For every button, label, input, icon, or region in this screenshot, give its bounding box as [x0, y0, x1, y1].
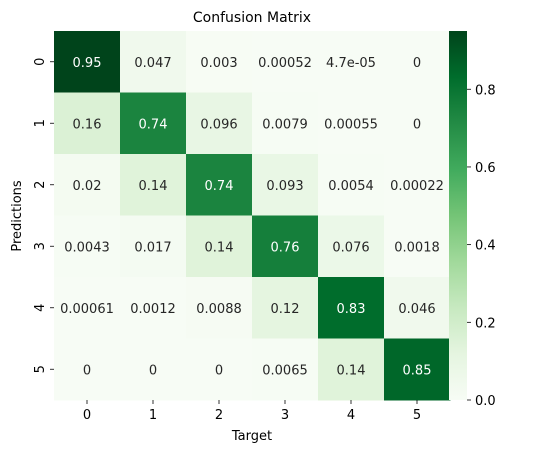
heatmap-cell — [384, 31, 451, 93]
heatmap-cell — [186, 31, 253, 93]
heatmap-cell — [186, 277, 253, 339]
colorbar-tick-label: 0.8 — [475, 83, 496, 98]
cell-value-label: 0.003 — [200, 56, 237, 71]
y-tick-label: 3 — [33, 242, 48, 250]
heatmap-cell — [318, 277, 385, 339]
cell-value-label: 0.0043 — [64, 240, 110, 255]
x-tick-label: 0 — [83, 408, 91, 423]
colorbar-gradient — [449, 31, 467, 400]
heatmap-cell — [186, 154, 253, 216]
heatmap-cell — [186, 338, 253, 401]
heatmap-cell — [252, 338, 319, 401]
heatmap-cell — [186, 92, 253, 155]
x-tick-label: 5 — [413, 408, 421, 423]
cell-value-label: 0.85 — [403, 363, 432, 378]
cell-value-label: 0.14 — [139, 179, 168, 194]
x-axis-ticks: 0 1 2 3 4 5 — [83, 400, 421, 423]
cell-value-label: 0.14 — [337, 363, 366, 378]
cell-value-label: 0.0079 — [262, 117, 308, 132]
cell-value-label: 0.12 — [271, 302, 300, 317]
x-tick-label: 4 — [347, 408, 355, 423]
cell-value-label: 0.02 — [73, 179, 102, 194]
heatmap-cell — [252, 92, 319, 155]
cell-value-label: 0.047 — [134, 56, 171, 71]
cell-value-label: 0.00052 — [258, 56, 312, 71]
colorbar-tick-label: 0.2 — [475, 316, 496, 331]
y-tick-label: 2 — [33, 181, 48, 189]
chart-title: Confusion Matrix — [193, 10, 311, 26]
cell-value-label: 0.14 — [205, 240, 234, 255]
heatmap-cell — [318, 92, 385, 155]
heatmap-cell — [120, 154, 187, 216]
y-tick-label: 4 — [33, 304, 48, 312]
cell-value-label: 0.74 — [205, 179, 234, 194]
heatmap-cell — [54, 31, 121, 93]
heatmap-cell — [120, 215, 187, 278]
heatmap-cell — [54, 338, 121, 401]
cell-value-label: 0.00022 — [390, 179, 444, 194]
heatmap-cell — [252, 215, 319, 278]
heatmap-cell — [120, 92, 187, 155]
heatmap-cell — [186, 215, 253, 278]
y-tick-label: 1 — [33, 119, 48, 127]
heatmap-cell — [54, 154, 121, 216]
heatmap-cell — [252, 154, 319, 216]
cell-value-label: 0.00055 — [324, 117, 378, 132]
heatmap-cell — [54, 92, 121, 155]
y-axis-ticks: 0 1 2 3 4 5 — [33, 58, 54, 373]
cell-value-label: 0.0065 — [262, 363, 308, 378]
heatmap-cell — [318, 215, 385, 278]
cell-value-label: 0.0088 — [196, 302, 242, 317]
x-axis-label: Target — [231, 429, 272, 444]
heatmap-cell — [318, 154, 385, 216]
colorbar-tick-label: 0.0 — [475, 394, 496, 409]
colorbar: 0.0 0.2 0.4 0.6 0.8 — [449, 31, 496, 409]
x-tick-label: 3 — [281, 408, 289, 423]
x-tick-label: 1 — [149, 408, 157, 423]
cell-value-label: 0.093 — [266, 179, 303, 194]
heatmap-cell — [384, 154, 451, 216]
cell-value-label: 0 — [149, 363, 157, 378]
cell-value-label: 0.096 — [200, 117, 237, 132]
heatmap-cell — [318, 338, 385, 401]
y-tick-label: 5 — [33, 365, 48, 373]
heatmap-cell — [252, 31, 319, 93]
cell-value-label: 0.0018 — [394, 240, 440, 255]
heatmap-cell — [384, 277, 451, 339]
heatmap-cell — [384, 92, 451, 155]
cell-value-label: 0 — [413, 117, 421, 132]
heatmap-cell — [318, 31, 385, 93]
cell-value-label: 0.83 — [337, 302, 366, 317]
colorbar-tick-label: 0.4 — [475, 239, 496, 254]
cell-value-label: 0.00061 — [60, 302, 114, 317]
heatmap-cell — [252, 277, 319, 339]
cell-value-label: 0 — [413, 56, 421, 71]
heatmap-cells: 0.95 0.047 0.003 0.00052 4.7e-05 0 0.16 0.74 0.0… — [54, 31, 451, 401]
y-tick-label: 0 — [33, 58, 48, 66]
cell-value-label: 0.74 — [139, 117, 168, 132]
cell-value-label: 0 — [83, 363, 91, 378]
heatmap-cell — [120, 277, 187, 339]
heatmap-cell — [120, 31, 187, 93]
heatmap-cell — [384, 338, 451, 401]
cell-value-label: 0.76 — [271, 240, 300, 255]
colorbar-tick-label: 0.6 — [475, 161, 496, 176]
y-axis-label: Predictions — [10, 180, 25, 252]
cell-value-label: 0.16 — [73, 117, 102, 132]
cell-value-label: 4.7e-05 — [326, 56, 376, 71]
cell-value-label: 0 — [215, 363, 223, 378]
heatmap-cell — [120, 338, 187, 401]
x-tick-label: 2 — [215, 408, 223, 423]
cell-value-label: 0.0012 — [130, 302, 176, 317]
cell-value-label: 0.95 — [73, 56, 102, 71]
heatmap-cell — [54, 277, 121, 339]
cell-value-label: 0.046 — [398, 302, 435, 317]
cell-value-label: 0.0054 — [328, 179, 374, 194]
heatmap-cell — [384, 215, 451, 278]
heatmap-cell — [54, 215, 121, 278]
cell-value-label: 0.076 — [332, 240, 369, 255]
cell-value-label: 0.017 — [134, 240, 171, 255]
